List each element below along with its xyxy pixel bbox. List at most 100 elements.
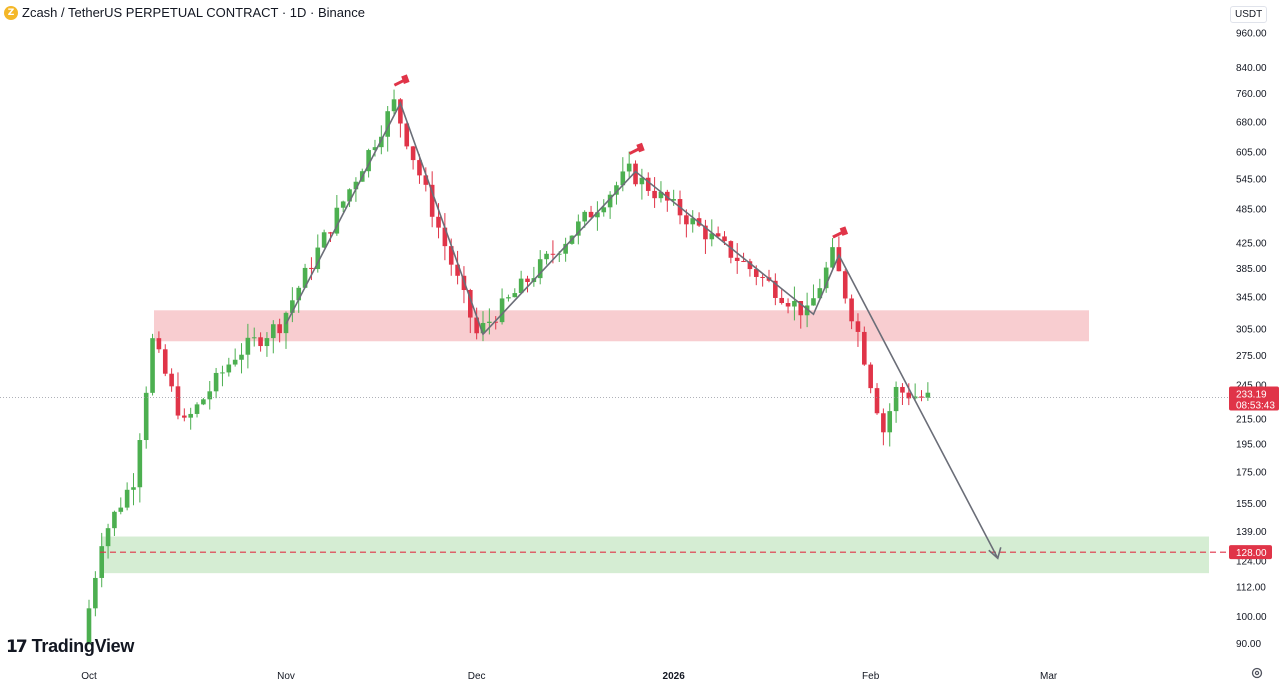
candle-body bbox=[162, 349, 168, 374]
candle-body bbox=[760, 276, 765, 278]
tradingview-logo[interactable]: 17 TradingView bbox=[6, 636, 134, 657]
pattern-trend-line bbox=[285, 101, 999, 559]
price-tick-label: 485.00 bbox=[1236, 205, 1267, 216]
candle-body bbox=[468, 290, 473, 318]
candle-body bbox=[86, 608, 92, 643]
candle-body bbox=[544, 253, 549, 260]
candle-body bbox=[480, 322, 486, 334]
candle-body bbox=[417, 160, 422, 176]
candle-body bbox=[321, 232, 327, 248]
price-tick-label: 385.00 bbox=[1236, 264, 1267, 275]
candle-body bbox=[671, 199, 676, 201]
candle-body bbox=[893, 386, 899, 412]
candle-body bbox=[150, 338, 155, 393]
resistance-zone bbox=[154, 310, 1089, 342]
candle-body bbox=[779, 297, 784, 304]
candle-body bbox=[309, 267, 314, 270]
candle-body bbox=[633, 163, 638, 185]
price-tick-label: 245.00 bbox=[1236, 381, 1267, 392]
candle-body bbox=[239, 354, 244, 360]
target-price-tag bbox=[1229, 545, 1272, 560]
candle-body bbox=[264, 338, 270, 347]
candle-body bbox=[817, 288, 823, 299]
candle-body bbox=[391, 99, 397, 112]
flag-head bbox=[636, 142, 645, 153]
candle-body bbox=[626, 163, 632, 172]
time-axis: Oct Nov Dec 2026 Feb Mar bbox=[81, 671, 1058, 682]
candle-body bbox=[334, 207, 340, 234]
candle-body bbox=[448, 246, 454, 265]
candle-body bbox=[734, 257, 740, 261]
time-tick-label: 2026 bbox=[663, 671, 686, 682]
flag-pole bbox=[832, 230, 844, 239]
price-tick-label: 124.00 bbox=[1236, 556, 1267, 567]
candle-body bbox=[347, 189, 352, 202]
candle-body bbox=[436, 216, 441, 228]
candle-body bbox=[353, 181, 359, 190]
candle-body bbox=[124, 489, 130, 508]
candle-body bbox=[404, 123, 410, 147]
candle-body bbox=[487, 321, 492, 323]
candle-body bbox=[919, 396, 924, 398]
candle-body bbox=[302, 267, 308, 288]
currency-selector[interactable]: USDT bbox=[1230, 6, 1268, 23]
candle-body bbox=[811, 298, 816, 306]
tradingview-logo-mark: 17 bbox=[6, 636, 28, 657]
flag-head bbox=[839, 226, 849, 236]
candle-body bbox=[645, 177, 651, 191]
price-tick-label: 155.00 bbox=[1236, 499, 1267, 510]
price-tick-label: 305.00 bbox=[1236, 324, 1267, 335]
target-price-value: 128.00 bbox=[1236, 548, 1267, 559]
candle-body bbox=[798, 301, 804, 316]
candle-body bbox=[410, 146, 416, 161]
candle-body bbox=[296, 287, 302, 301]
candle-body bbox=[201, 399, 206, 405]
price-tick-label: 175.00 bbox=[1236, 468, 1267, 479]
candle-body bbox=[398, 99, 403, 124]
candle-body bbox=[753, 269, 759, 277]
candle-body bbox=[442, 227, 448, 247]
candle-body bbox=[175, 386, 181, 416]
price-tick-label: 112.00 bbox=[1236, 583, 1266, 594]
candle-body bbox=[112, 511, 117, 529]
price-tick-label: 90.00 bbox=[1236, 639, 1261, 650]
candle-body bbox=[499, 298, 505, 323]
candle-body bbox=[118, 507, 124, 512]
candle-body bbox=[270, 324, 276, 339]
candle-body bbox=[512, 293, 518, 298]
settings-gear-icon[interactable] bbox=[1250, 666, 1264, 680]
candle-body bbox=[690, 218, 696, 225]
candle-body bbox=[518, 278, 524, 294]
candle-body bbox=[99, 546, 105, 578]
candle-body bbox=[506, 297, 511, 299]
left-shoulder-flag bbox=[393, 74, 410, 87]
price-tick-label: 215.00 bbox=[1236, 414, 1267, 425]
candle-body bbox=[830, 247, 835, 268]
symbol-title[interactable]: Zcash / TetherUS PERPETUAL CONTRACT · 1D… bbox=[22, 5, 365, 20]
candle-body bbox=[601, 207, 607, 213]
chart-header: Z Zcash / TetherUS PERPETUAL CONTRACT · … bbox=[4, 5, 365, 20]
price-tick-label: 840.00 bbox=[1236, 63, 1267, 74]
projection-arrowhead bbox=[988, 547, 1002, 560]
candle-body bbox=[576, 221, 581, 236]
price-axis: 960.00 840.00 760.00 680.00 605.00 545.00 485.… bbox=[1229, 29, 1279, 650]
candle-body bbox=[747, 261, 753, 270]
candle-body bbox=[703, 225, 708, 240]
candle-body bbox=[887, 411, 893, 433]
candle-body bbox=[328, 232, 333, 234]
candle-body bbox=[658, 191, 664, 199]
candle-body bbox=[137, 440, 143, 488]
candle-body bbox=[156, 338, 162, 350]
candle-body bbox=[93, 577, 98, 609]
current-price-tag bbox=[1229, 386, 1279, 411]
candle-body bbox=[213, 372, 219, 392]
candle-body bbox=[550, 253, 556, 255]
candle-body bbox=[315, 247, 321, 270]
candle-body bbox=[194, 404, 200, 414]
candle-body bbox=[792, 301, 797, 307]
candle-body bbox=[188, 413, 193, 418]
price-tick-label: 425.00 bbox=[1236, 239, 1267, 250]
candle-body bbox=[563, 243, 568, 254]
flag-pole bbox=[393, 78, 406, 87]
